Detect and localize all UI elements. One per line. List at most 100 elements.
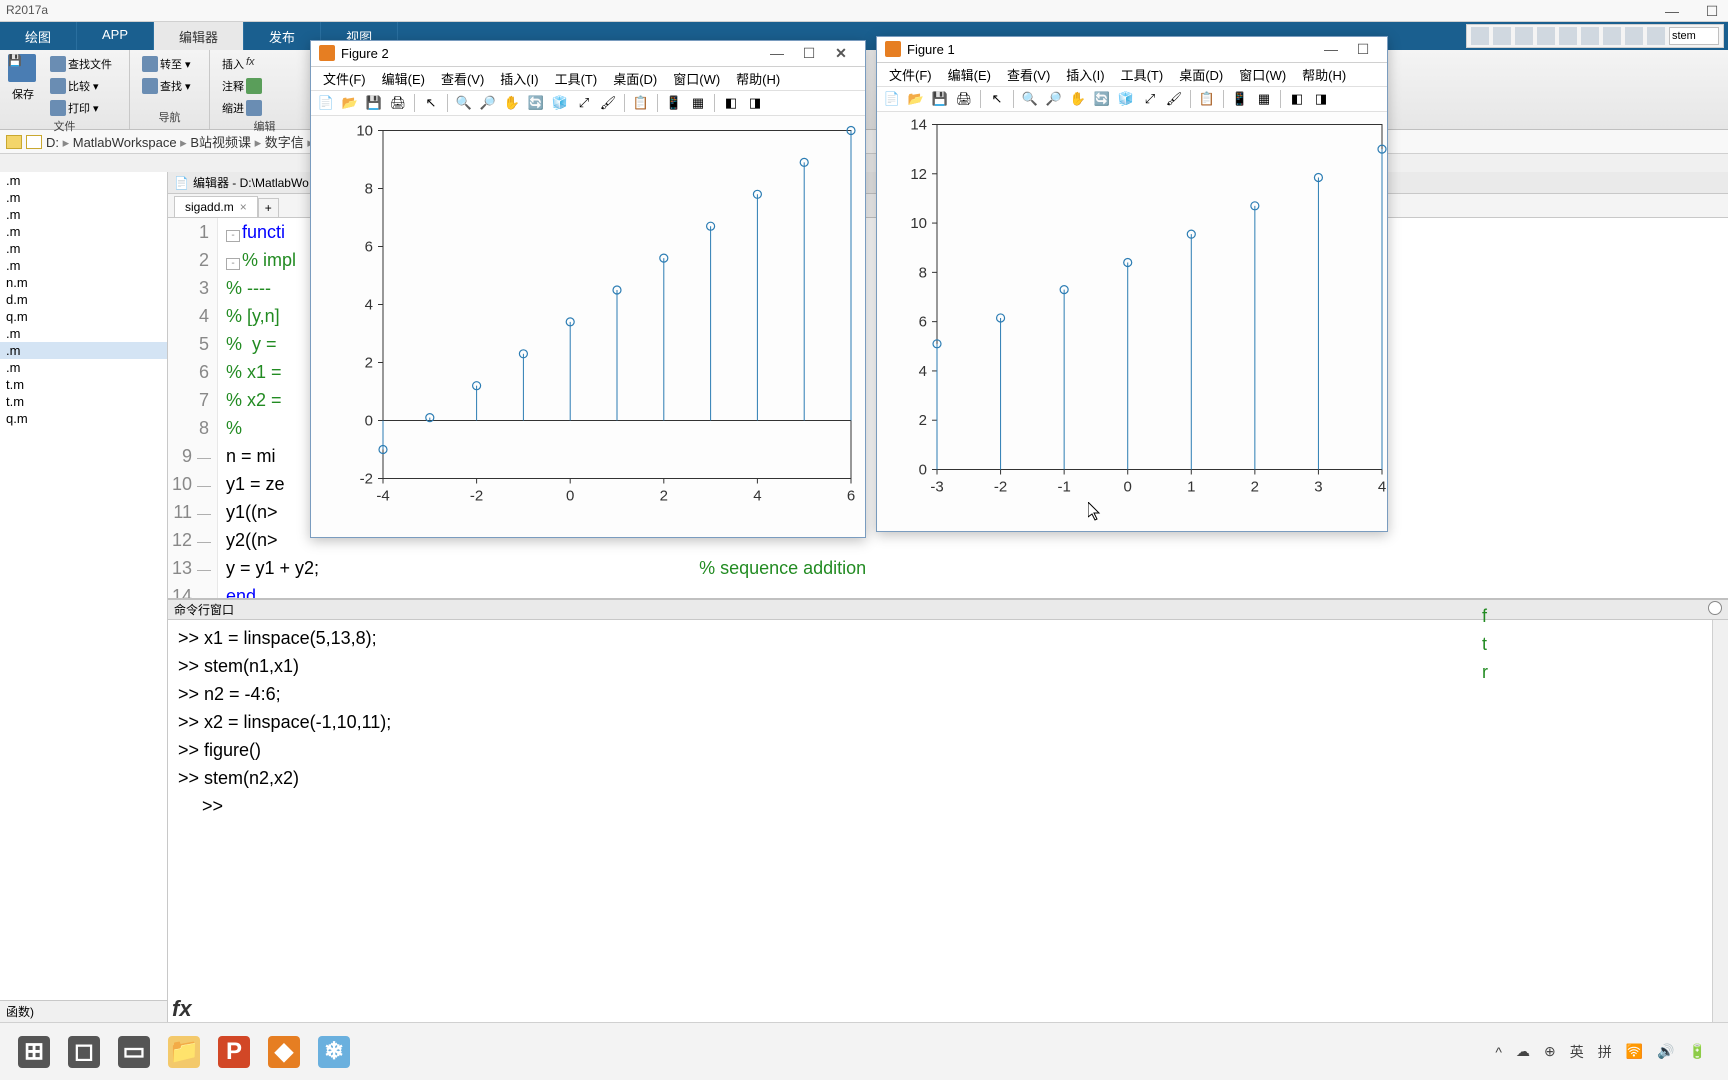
find-files-button[interactable]: 查找文件 <box>46 54 116 74</box>
max-button[interactable]: ☐ <box>1347 41 1379 58</box>
toolbar-button[interactable]: 💾 <box>363 92 385 114</box>
file-item[interactable]: q.m <box>0 308 167 325</box>
toolbar-button[interactable]: 📱 <box>1229 88 1251 110</box>
toolbar-button[interactable]: ▦ <box>1253 88 1275 110</box>
tray-icon[interactable]: 拼 <box>1598 1042 1612 1062</box>
toolbar-button[interactable]: 📱 <box>663 92 685 114</box>
taskbar-app-explorer[interactable]: 📁 <box>160 1028 208 1076</box>
fx-icon[interactable]: fx <box>172 996 192 1022</box>
cmd-menu-icon[interactable] <box>1708 601 1722 615</box>
editor-tab[interactable]: sigadd.m × <box>174 196 258 217</box>
menu-item[interactable]: 查看(V) <box>1001 63 1056 86</box>
toolbar-button[interactable]: 🔄 <box>525 92 547 114</box>
toolbar-button[interactable]: 📋 <box>1196 88 1218 110</box>
toolbar-button[interactable]: 🔍 <box>453 92 475 114</box>
code-line[interactable]: end <box>226 582 1728 598</box>
qa-icon[interactable] <box>1647 27 1665 45</box>
command-window-body[interactable]: >> x1 = linspace(5,13,8);>> stem(n1,x1)>… <box>168 620 1728 1022</box>
qa-icon[interactable] <box>1493 27 1511 45</box>
figure-window-2[interactable]: Figure 2 — ☐ ✕ 文件(F)编辑(E)查看(V)插入(I)工具(T)… <box>310 40 866 538</box>
toolbar-button[interactable]: ↖ <box>986 88 1008 110</box>
tray-icon[interactable]: 🔋 <box>1689 1043 1706 1060</box>
toolbar-button[interactable]: ◧ <box>720 92 742 114</box>
menu-item[interactable]: 工具(T) <box>1115 63 1170 86</box>
print-button[interactable]: 打印 ▾ <box>46 98 116 118</box>
min-button[interactable]: — <box>1315 41 1347 57</box>
file-item[interactable]: q.m <box>0 410 167 427</box>
menu-item[interactable]: 帮助(H) <box>1296 63 1352 86</box>
qa-icon[interactable] <box>1581 27 1599 45</box>
toolbar-button[interactable]: 🖌 <box>1163 88 1185 110</box>
insert-button[interactable]: 插入 fx <box>218 54 311 74</box>
tray-icon[interactable]: ^ <box>1495 1044 1502 1060</box>
file-item[interactable]: .m <box>0 359 167 376</box>
close-button[interactable]: ✕ <box>825 45 857 62</box>
toolbar-button[interactable]: ✋ <box>1067 88 1089 110</box>
save-button[interactable]: 保存 <box>8 84 38 104</box>
menu-item[interactable]: 插入(I) <box>494 67 544 90</box>
max-button[interactable]: ☐ <box>1702 3 1722 18</box>
toolbar-button[interactable]: ⤢ <box>1139 88 1161 110</box>
menu-item[interactable]: 编辑(E) <box>376 67 431 90</box>
breadcrumb-segment[interactable]: 数字信 <box>265 135 304 150</box>
min-button[interactable]: — <box>761 45 793 61</box>
menu-item[interactable]: 文件(F) <box>317 67 372 90</box>
taskbar-app-powerpoint[interactable]: P <box>210 1028 258 1076</box>
toolbar-button[interactable]: 🔎 <box>477 92 499 114</box>
menu-item[interactable]: 窗口(W) <box>1233 63 1292 86</box>
cmd-line[interactable]: >> stem(n2,x2) <box>178 764 1718 792</box>
menu-item[interactable]: 桌面(D) <box>607 67 663 90</box>
file-item[interactable]: .m <box>0 223 167 240</box>
tray-icon[interactable]: ⊕ <box>1544 1043 1556 1060</box>
qa-icon[interactable] <box>1603 27 1621 45</box>
file-item[interactable]: .m <box>0 257 167 274</box>
toolbar-button[interactable]: 📂 <box>339 92 361 114</box>
toolbar-button[interactable]: 📄 <box>881 88 903 110</box>
menu-item[interactable]: 工具(T) <box>549 67 604 90</box>
qa-search-input[interactable] <box>1669 27 1719 45</box>
toolbar-button[interactable]: 🔄 <box>1091 88 1113 110</box>
qa-icon[interactable] <box>1537 27 1555 45</box>
file-item[interactable]: .m <box>0 325 167 342</box>
toolbar-button[interactable]: 🖨 <box>387 92 409 114</box>
qa-icon[interactable] <box>1559 27 1577 45</box>
taskbar-app-matlab[interactable]: ◆ <box>260 1028 308 1076</box>
folder-icon[interactable] <box>26 135 42 149</box>
taskbar-app-app[interactable]: ❄ <box>310 1028 358 1076</box>
toolbar-button[interactable]: 🔍 <box>1019 88 1041 110</box>
figure-title-bar[interactable]: Figure 2 — ☐ ✕ <box>311 41 865 67</box>
taskbar-app-search[interactable]: ◻ <box>60 1028 108 1076</box>
file-item[interactable]: n.m <box>0 274 167 291</box>
cmd-line[interactable]: >> <box>178 792 1718 820</box>
file-item[interactable]: .m <box>0 342 167 359</box>
close-tab-icon[interactable]: × <box>240 200 247 214</box>
breadcrumb-segment[interactable]: D: <box>46 135 59 150</box>
taskbar-app-taskview[interactable]: ▭ <box>110 1028 158 1076</box>
figure-title-bar[interactable]: Figure 1 — ☐ <box>877 37 1387 63</box>
max-button[interactable]: ☐ <box>793 45 825 62</box>
qa-icon[interactable] <box>1625 27 1643 45</box>
toolbar-button[interactable]: 📄 <box>315 92 337 114</box>
menu-item[interactable]: 文件(F) <box>883 63 938 86</box>
menu-item[interactable]: 插入(I) <box>1060 63 1110 86</box>
menu-item[interactable]: 桌面(D) <box>1173 63 1229 86</box>
menu-item[interactable]: 编辑(E) <box>942 63 997 86</box>
toolbar-button[interactable]: 🧊 <box>549 92 571 114</box>
file-item[interactable]: .m <box>0 240 167 257</box>
menu-item[interactable]: 窗口(W) <box>667 67 726 90</box>
file-item[interactable]: d.m <box>0 291 167 308</box>
breadcrumb-segment[interactable]: MatlabWorkspace <box>73 135 177 150</box>
toolbar-button[interactable]: ⤢ <box>573 92 595 114</box>
toolbar-button[interactable]: ↖ <box>420 92 442 114</box>
toolbar-button[interactable]: ◧ <box>1286 88 1308 110</box>
toolbar-button[interactable]: 💾 <box>929 88 951 110</box>
tray-icon[interactable]: ☁ <box>1516 1043 1530 1060</box>
cmd-line[interactable]: >> figure() <box>178 736 1718 764</box>
file-item[interactable]: t.m <box>0 393 167 410</box>
breadcrumb-segment[interactable]: B站视频课 <box>190 135 251 150</box>
find-button[interactable]: 查找 ▾ <box>138 76 201 96</box>
file-item[interactable]: t.m <box>0 376 167 393</box>
tray-icon[interactable]: 🔊 <box>1657 1043 1674 1060</box>
main-tab-编辑器[interactable]: 编辑器 <box>154 22 244 50</box>
toolbar-button[interactable]: ◨ <box>744 92 766 114</box>
